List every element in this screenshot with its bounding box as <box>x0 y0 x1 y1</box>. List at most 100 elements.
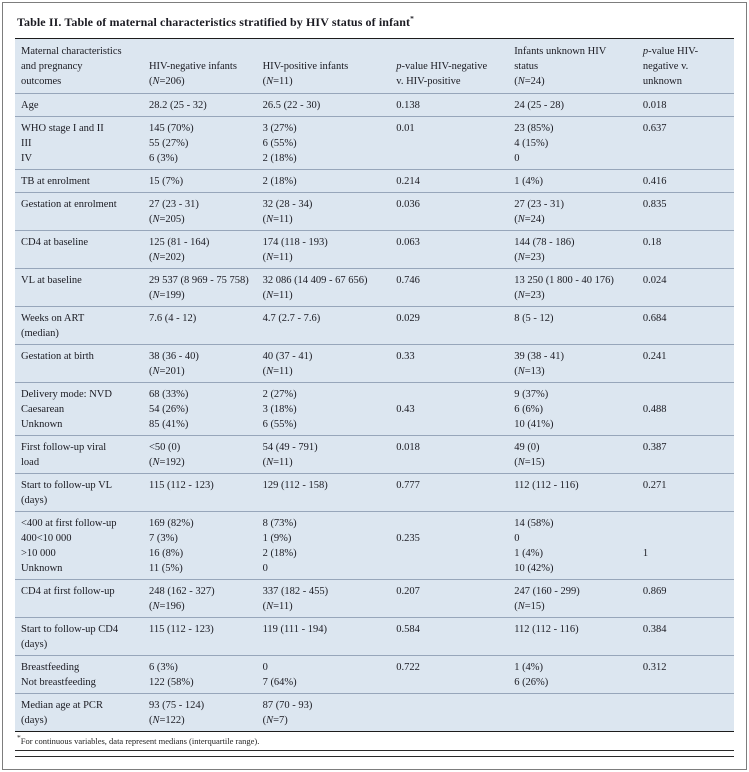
cell-line: 6 (3%) <box>148 662 178 673</box>
cell-line: 0.036 <box>396 199 420 210</box>
cell-line: 93 (75 - 124) <box>148 700 205 711</box>
cell-line: 248 (162 - 327) <box>148 586 215 597</box>
cell-p-neg-vs-unknown: 0.387 <box>636 435 734 474</box>
cell-line: 0.684 <box>642 313 667 324</box>
col-hiv-negative: HIV-negative infants (N=206) <box>142 38 257 94</box>
row-who-stage: WHO stage I and II III IV 145 (70%) 55 (27%)… <box>15 116 734 170</box>
cell-line: Weeks on ART <box>21 313 85 324</box>
cell-characteristics: Age <box>15 94 143 117</box>
row-gestation-at-birth: Gestation at birth 38 (36 - 40) (N=201) 40 … <box>15 344 734 383</box>
cell-line: 0.384 <box>642 624 667 635</box>
cell-line: 0.271 <box>642 480 667 491</box>
cell-line: (N=199) <box>148 290 185 301</box>
cell-line: 54 (26%) <box>148 404 189 415</box>
cell-unknown-status: 39 (38 - 41) (N=13) <box>508 344 637 383</box>
cell-line <box>643 516 731 531</box>
row-start-to-followup-cd4: Start to follow-up CD4 (days) 115 (112 - 1… <box>15 617 734 656</box>
cell-p-neg-vs-pos: 0.214 <box>390 169 509 193</box>
cell-line: status <box>514 61 539 72</box>
cell-line: load <box>21 457 40 468</box>
cell-line: 68 (33%) <box>148 389 189 400</box>
cell-line: 24 (25 - 28) <box>514 100 565 111</box>
cell-line: 40 (37 - 41) <box>262 351 313 362</box>
cell-line: 11 (5%) <box>148 563 183 574</box>
cell-characteristics: Delivery mode: NVD Caesarean Unknown <box>15 382 143 436</box>
row-cd4-at-baseline: CD4 at baseline 125 (81 - 164) (N=202) 174 … <box>15 230 734 269</box>
cell-line: Start to follow-up VL <box>21 480 113 491</box>
cell-hiv-negative: 145 (70%) 55 (27%) 6 (3%) <box>142 116 257 170</box>
cell-characteristics: CD4 at first follow-up <box>15 579 143 618</box>
cell-line: (N=11) <box>262 366 293 377</box>
row-gestation-at-enrolment: Gestation at enrolment 27 (23 - 31) (N=205… <box>15 192 734 231</box>
cell-line: 0.637 <box>642 123 667 134</box>
cell-line: 0.138 <box>396 100 420 111</box>
cell-line: Gestation at birth <box>21 351 94 362</box>
cell-hiv-positive: 32 (28 - 34) (N=11) <box>256 192 391 231</box>
cell-line: (N=206) <box>148 76 185 87</box>
cell-unknown-status: 49 (0) (N=15) <box>508 435 637 474</box>
cell-line: 144 (78 - 186) <box>514 237 575 248</box>
cell-p-neg-vs-unknown: 0.684 <box>636 306 734 345</box>
cell-line: (N=201) <box>148 366 185 377</box>
cell-unknown-status: 1 (4%) <box>508 169 637 193</box>
cell-line: 129 (112 - 158) <box>262 480 328 491</box>
cell-line: 0.018 <box>396 442 420 453</box>
cell-p-neg-vs-unknown: 0.835 <box>636 192 734 231</box>
cell-line: 9 (37%) <box>514 389 549 400</box>
cell-line <box>149 44 254 59</box>
cell-line: 115 (112 - 123) <box>148 624 214 635</box>
cell-p-neg-vs-unknown <box>636 693 734 732</box>
cell-line: (N=11) <box>262 457 293 468</box>
cell-p-neg-vs-pos: 0.235 <box>390 511 509 580</box>
cell-line: 0.722 <box>396 662 420 673</box>
cell-line: 15 (7%) <box>148 176 184 187</box>
bottom-rule-lower <box>15 756 734 757</box>
cell-line: 1 (9%) <box>262 533 292 544</box>
cell-line: 6 (55%) <box>262 419 297 430</box>
cell-line: 7 (64%) <box>262 677 297 688</box>
cell-line: (N=11) <box>262 252 293 263</box>
cell-line: and pregnancy <box>21 61 83 72</box>
cell-line: 112 (112 - 116) <box>514 624 579 635</box>
cell-line: 6 (3%) <box>148 153 178 164</box>
cell-hiv-positive: 26.5 (22 - 30) <box>257 94 391 117</box>
table-title-text: Table II. Table of maternal characterist… <box>17 15 411 29</box>
cell-line: 0.063 <box>396 237 420 248</box>
row-breastfeeding: Breastfeeding Not breastfeeding 6 (3%) 122 … <box>15 655 734 694</box>
cell-line: negative v. <box>642 61 689 72</box>
cell-line: 0.387 <box>642 442 667 453</box>
cell-line: 0.777 <box>396 480 420 491</box>
cell-characteristics: Start to follow-up CD4 (days) <box>15 617 143 656</box>
cell-p-neg-vs-unknown: 0.18 <box>636 230 734 269</box>
cell-p-neg-vs-pos: 0.33 <box>390 344 509 383</box>
cell-hiv-negative: 38 (36 - 40) (N=201) <box>142 344 257 383</box>
cell-line: 6 (26%) <box>514 677 549 688</box>
cell-line: >10 000 <box>21 548 56 559</box>
cell-hiv-negative: 68 (33%) 54 (26%) 85 (41%) <box>142 382 257 436</box>
cell-characteristics: <400 at first follow-up 400<10 000 >10 000… <box>15 511 143 580</box>
cell-line: 0.33 <box>396 351 415 362</box>
cell-line: HIV-positive infants <box>262 61 349 72</box>
cell-line: 0.01 <box>396 123 415 134</box>
cell-p-neg-vs-unknown: 0.869 <box>636 579 734 618</box>
cell-line: Infants unknown HIV <box>514 46 607 57</box>
cell-unknown-status <box>508 693 637 732</box>
cell-line: (N=196) <box>148 601 185 612</box>
cell-line: CD4 at baseline <box>21 237 89 248</box>
cell-line: 337 (182 - 455) <box>262 586 329 597</box>
cell-line: (N=24) <box>514 76 545 87</box>
cell-line <box>263 44 388 59</box>
cell-line: (N=205) <box>148 214 185 225</box>
cell-line: 27 (23 - 31) <box>514 199 565 210</box>
cell-line: 2 (18%) <box>262 153 297 164</box>
cell-unknown-status: 112 (112 - 116) <box>508 617 637 656</box>
cell-line: 0.214 <box>396 176 420 187</box>
cell-line: VL at baseline <box>21 275 82 286</box>
cell-line: (N=11) <box>262 601 293 612</box>
cell-line: 87 (70 - 93) <box>262 700 313 711</box>
cell-hiv-negative: 28.2 (25 - 32) <box>143 94 257 117</box>
cell-p-neg-vs-unknown: 0.018 <box>637 94 734 117</box>
cell-characteristics: First follow-up viral load <box>15 435 143 474</box>
footnote-text: For continuous variables, data represent… <box>20 736 260 746</box>
cell-line: 169 (82%) <box>148 518 194 529</box>
